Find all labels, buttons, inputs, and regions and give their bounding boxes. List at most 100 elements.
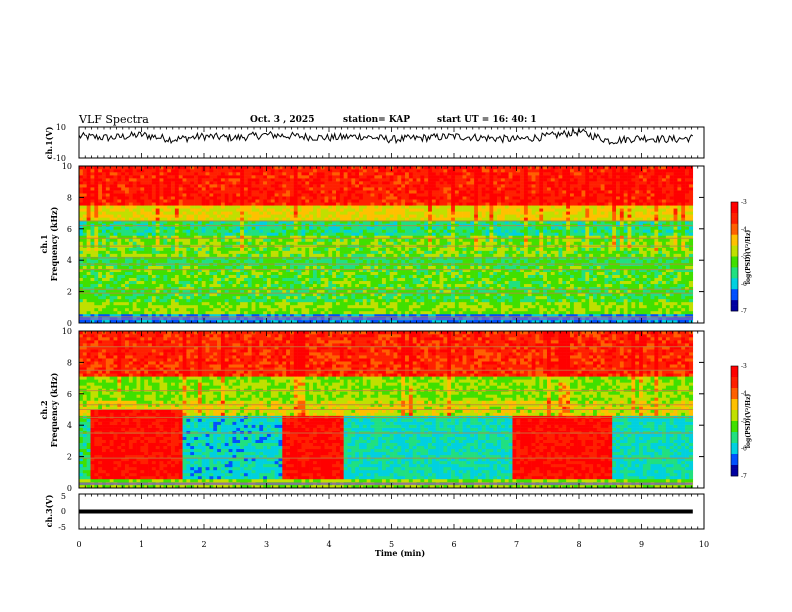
ch1-spec-cell <box>416 199 421 203</box>
ch1-spec-cell <box>113 301 118 306</box>
ch1-spec-cell <box>178 226 183 230</box>
ch1-spec-cell <box>359 253 364 257</box>
ch1-spec-cell <box>324 307 329 312</box>
ch1-spec-cell <box>201 247 206 251</box>
ch1-spec-cell <box>405 286 410 291</box>
ch1-spec-cell <box>128 214 134 218</box>
ch1-spec-cell <box>98 295 103 300</box>
ch1-spec-cell <box>148 214 153 218</box>
ch1-spec-cell <box>224 169 229 173</box>
ch1-spec-cell <box>243 250 249 254</box>
ch1-spec-cell <box>255 277 260 282</box>
ch1-spec-cell <box>232 277 237 282</box>
ch1-spec-cell <box>336 238 341 242</box>
ch1-spec-cell <box>274 190 279 194</box>
ch1-spec-cell <box>274 253 279 257</box>
ch1-spec-cell <box>109 241 114 245</box>
ch1-spec-cell <box>339 196 344 200</box>
ch1-spec-cell <box>117 184 122 188</box>
ch1-spec-cell <box>251 268 256 272</box>
ch1-spec-cell <box>159 277 164 282</box>
ch1-spec-cell <box>201 250 206 254</box>
ch1-spec-cell <box>228 235 233 239</box>
ch1-spec-cell <box>332 190 337 194</box>
ch1-spec-cell <box>186 232 191 236</box>
ch1-spec-cell <box>278 307 283 312</box>
ch1-spec-cell <box>293 259 298 263</box>
ch1-spec-cell <box>408 319 414 324</box>
ch1-spec-cell <box>209 301 214 306</box>
ch1-spec-cell <box>336 217 341 221</box>
ch1-spec-cell <box>98 280 103 285</box>
ch1-spec-cell <box>259 307 264 312</box>
ch1-spec-cell <box>359 289 364 294</box>
ch1-spec-cell <box>424 307 429 312</box>
ch1-spec-cell <box>328 223 333 227</box>
ch1-spec-cell <box>240 214 245 218</box>
ch1-spec-cell <box>140 205 145 209</box>
ch1-spec-cell <box>274 229 279 233</box>
ch1-spec-cell <box>266 265 272 269</box>
ch1-spec-cell <box>251 208 256 212</box>
ch1-spec-cell <box>420 211 425 215</box>
ch1-spec-cell <box>151 274 157 279</box>
ch1-spec-cell <box>186 229 191 233</box>
ch1-spec-cell <box>228 184 233 188</box>
ch1-spec-cell <box>274 292 279 297</box>
ch1-spec-cell <box>228 220 233 224</box>
ch1-spec-cell <box>259 208 264 212</box>
ch1-spec-cell <box>251 223 256 227</box>
ch1-spec-cell <box>102 289 107 294</box>
ch1-spec-cell <box>209 169 214 173</box>
ch1-spec-cell <box>178 313 183 318</box>
ch1-spec-cell <box>282 268 287 272</box>
ch1-spec-cell <box>293 286 298 291</box>
ch1-spec-cell <box>301 295 306 300</box>
ch1-spec-cell <box>385 286 391 291</box>
ch1-spec-cell <box>420 226 425 230</box>
ch1-spec-cell <box>259 310 264 315</box>
ch1-spec-cell <box>174 247 180 251</box>
ch1-spec-cell <box>424 274 429 279</box>
ch1-spec-cell <box>266 232 272 236</box>
ch1-spec-cell <box>232 283 237 288</box>
ch1-spec-cell <box>205 265 210 269</box>
ch1-spec-cell <box>240 241 245 245</box>
ch1-spec-cell <box>312 166 318 170</box>
ch1-spec-cell <box>374 265 379 269</box>
ch1-spec-cell <box>351 232 356 236</box>
ch1-spec-cell <box>289 214 295 218</box>
ch1-spec-cell <box>339 232 344 236</box>
ch1-spec-cell <box>424 298 429 303</box>
ch1-spec-cell <box>209 208 214 212</box>
ch1-spec-cell <box>171 289 176 294</box>
ch1-spec-cell <box>98 205 103 209</box>
ch1-spec-cell <box>266 169 272 173</box>
ch1-spec-cell <box>320 250 325 254</box>
ch1-spec-cell <box>217 238 222 242</box>
ch1-spec-cell <box>186 310 191 315</box>
ch1-spec-cell <box>243 319 249 324</box>
ch1-spec-cell <box>105 169 110 173</box>
ch1-spec-cell <box>293 229 298 233</box>
ch1-spec-cell <box>339 193 344 197</box>
ch1-spec-cell <box>355 226 360 230</box>
ch1-spec-cell <box>428 235 433 239</box>
ch1-spec-cell <box>412 184 417 188</box>
ch1-spec-cell <box>86 196 91 200</box>
ch1-spec-cell <box>186 175 191 179</box>
figure-title: VLF Spectra <box>78 113 149 126</box>
ch1-spec-cell <box>270 241 275 245</box>
ch1-spec-cell <box>435 205 440 209</box>
ch1-spec-cell <box>443 187 448 191</box>
ch1-spec-cell <box>305 307 310 312</box>
ch1-spec-cell <box>205 214 210 218</box>
ch1-spec-cell <box>98 241 103 245</box>
ch1-spec-cell <box>255 178 260 182</box>
ch1-spec-cell <box>328 298 333 303</box>
ch1-spec-cell <box>312 226 318 230</box>
ch1-spec-cell <box>355 307 360 312</box>
ch1-spec-cell <box>289 298 295 303</box>
ch1-spec-cell <box>232 235 237 239</box>
ch1-spec-cell <box>243 301 249 306</box>
